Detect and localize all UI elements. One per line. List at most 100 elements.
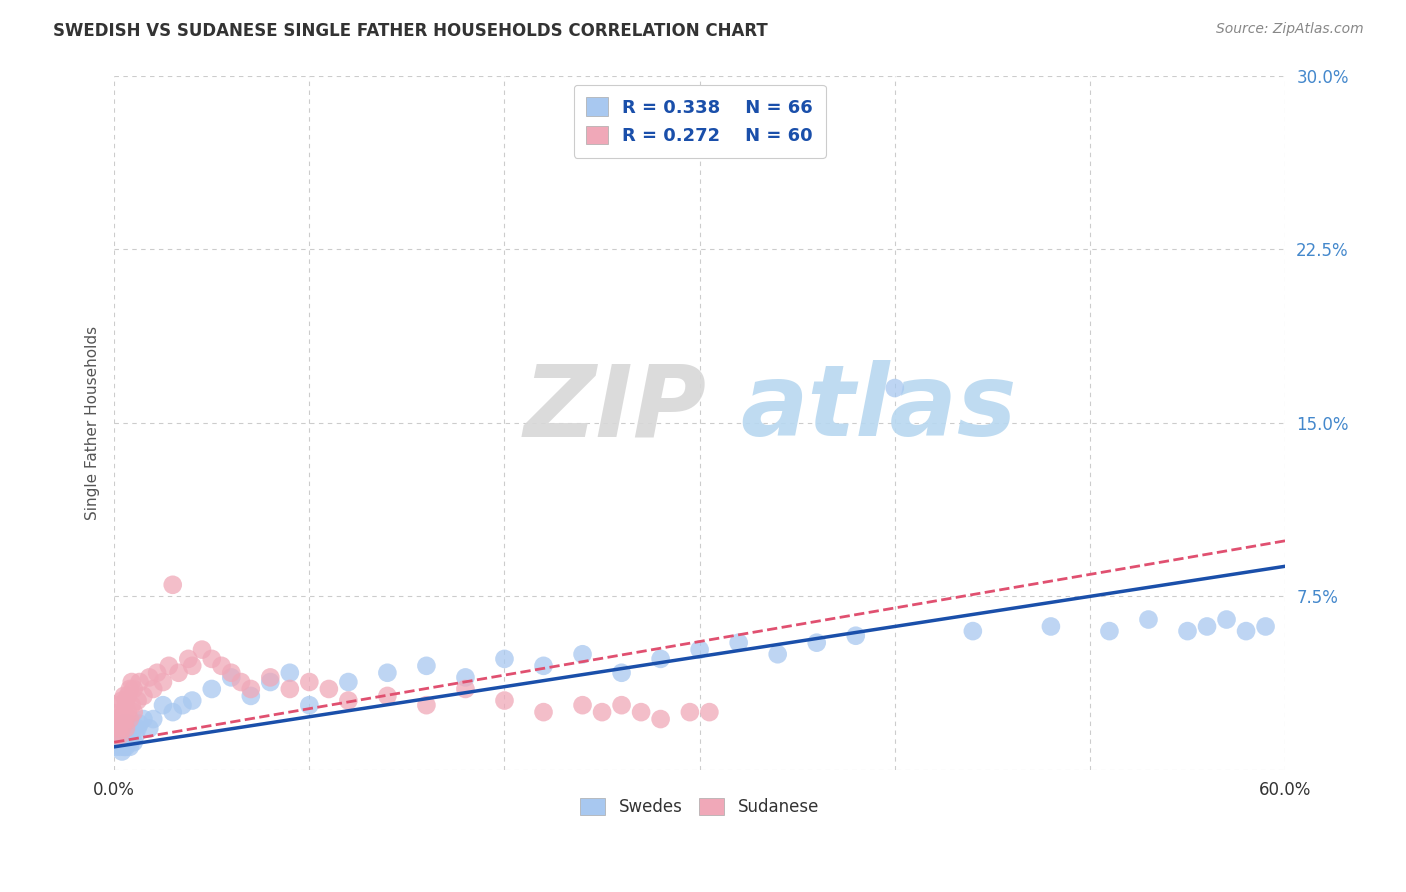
Point [107, 735, 129, 749]
Point [108, 716, 131, 731]
Point [127, 722, 149, 736]
Point [118, 722, 141, 736]
Point [105, 739, 128, 754]
Point [1177, 624, 1199, 639]
Point [128, 716, 150, 731]
Point [162, 578, 184, 592]
Point [108, 728, 131, 742]
Point [219, 670, 242, 684]
Point [152, 675, 174, 690]
Point [318, 681, 340, 696]
Point [883, 381, 905, 395]
Point [112, 705, 135, 719]
Point [157, 658, 180, 673]
Point [177, 652, 200, 666]
Point [766, 647, 789, 661]
Point [105, 728, 128, 742]
Point [219, 665, 242, 680]
Point [122, 681, 145, 696]
Point [278, 681, 301, 696]
Point [118, 681, 141, 696]
Point [107, 722, 129, 736]
Point [650, 652, 672, 666]
Point [415, 698, 437, 713]
Point [107, 698, 129, 713]
Point [112, 716, 135, 731]
Point [591, 705, 613, 719]
Point [533, 705, 555, 719]
Point [111, 693, 134, 707]
Point [181, 658, 204, 673]
Point [111, 735, 134, 749]
Point [112, 689, 135, 703]
Point [115, 731, 138, 745]
Text: atlas: atlas [741, 360, 1017, 458]
Point [111, 710, 134, 724]
Point [1195, 619, 1218, 633]
Point [108, 732, 131, 747]
Point [121, 675, 143, 690]
Text: Source: ZipAtlas.com: Source: ZipAtlas.com [1216, 22, 1364, 37]
Point [111, 728, 134, 742]
Point [108, 739, 131, 754]
Point [167, 665, 190, 680]
Point [259, 670, 281, 684]
Point [162, 705, 184, 719]
Point [172, 698, 194, 713]
Point [115, 739, 138, 754]
Point [1098, 624, 1121, 639]
Point [115, 712, 138, 726]
Point [121, 698, 143, 713]
Point [108, 722, 131, 736]
Point [107, 712, 129, 726]
Point [111, 744, 134, 758]
Point [121, 723, 143, 738]
Point [117, 728, 139, 742]
Point [118, 712, 141, 726]
Point [128, 675, 150, 690]
Point [1234, 624, 1257, 639]
Point [239, 681, 262, 696]
Point [117, 689, 139, 703]
Point [152, 698, 174, 713]
Point [117, 716, 139, 731]
Point [679, 705, 702, 719]
Point [111, 722, 134, 736]
Point [138, 722, 160, 736]
Point [415, 658, 437, 673]
Point [494, 693, 516, 707]
Point [108, 705, 131, 719]
Point [118, 728, 141, 742]
Point [1215, 613, 1237, 627]
Point [727, 635, 749, 649]
Legend: Swedes, Sudanese: Swedes, Sudanese [572, 789, 827, 824]
Point [122, 735, 145, 749]
Point [112, 726, 135, 740]
Point [298, 698, 321, 713]
Point [278, 665, 301, 680]
Point [1039, 619, 1062, 633]
Point [229, 675, 252, 690]
Point [118, 739, 141, 754]
Point [571, 647, 593, 661]
Point [610, 665, 633, 680]
Point [122, 722, 145, 736]
Point [124, 728, 146, 742]
Point [112, 732, 135, 747]
Point [132, 689, 155, 703]
Point [117, 735, 139, 749]
Text: ZIP: ZIP [524, 360, 707, 458]
Point [201, 652, 224, 666]
Point [962, 624, 984, 639]
Point [146, 665, 169, 680]
Point [191, 642, 214, 657]
Point [454, 670, 477, 684]
Point [494, 652, 516, 666]
Point [337, 675, 360, 690]
Point [1137, 613, 1160, 627]
Point [138, 670, 160, 684]
Point [115, 693, 138, 707]
Point [377, 665, 399, 680]
Point [337, 693, 360, 707]
Point [377, 689, 399, 703]
